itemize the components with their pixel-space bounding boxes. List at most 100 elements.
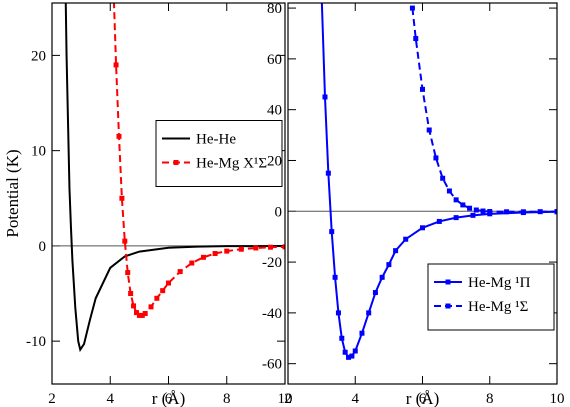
point <box>212 251 218 257</box>
y-tick-label: 20 <box>31 48 46 64</box>
point <box>366 310 372 316</box>
y-tick-label: -20 <box>262 255 282 271</box>
x-tick-label: 6 <box>165 391 173 407</box>
point <box>282 244 285 250</box>
legend-box <box>155 120 283 187</box>
point <box>420 86 425 92</box>
point <box>136 312 142 318</box>
legend-marker <box>173 160 179 165</box>
y-tick-label: 0 <box>275 204 283 220</box>
point <box>160 288 166 294</box>
point <box>133 310 139 316</box>
point <box>335 310 341 316</box>
y-tick-label: 40 <box>267 103 282 119</box>
point <box>148 304 154 310</box>
legend-marker <box>445 303 451 309</box>
point <box>393 248 399 254</box>
x-tick-label: 8 <box>223 391 231 407</box>
point <box>177 269 183 275</box>
point <box>352 348 358 354</box>
plot-frame <box>51 2 286 385</box>
point <box>453 215 459 221</box>
legend-marker <box>445 279 451 285</box>
point <box>238 246 244 252</box>
point <box>125 270 131 276</box>
plot <box>320 3 557 360</box>
point <box>224 248 230 254</box>
point <box>128 291 134 297</box>
point <box>480 208 486 214</box>
legend-label: He-Mg ¹Π <box>468 275 531 291</box>
point <box>446 188 452 194</box>
point <box>116 133 122 139</box>
point <box>329 229 335 235</box>
point <box>460 202 466 208</box>
point <box>349 353 355 359</box>
point <box>122 238 128 244</box>
legend-label: He-He <box>196 132 236 148</box>
point <box>322 94 328 100</box>
point <box>473 207 479 213</box>
x-tick-label: 10 <box>550 391 565 407</box>
y-tick-label: -40 <box>262 306 282 322</box>
point <box>325 170 331 176</box>
point <box>332 274 338 280</box>
y-tick-label: -60 <box>262 357 282 373</box>
legend-label: He-Mg X¹Σ <box>196 156 267 172</box>
point <box>504 209 510 215</box>
x-tick-label: 2 <box>284 391 292 407</box>
point <box>436 218 442 224</box>
point <box>166 280 171 286</box>
point <box>339 335 345 341</box>
y-tick-label: 80 <box>267 1 282 17</box>
x-tick-label: 8 <box>486 391 494 407</box>
point <box>403 236 409 242</box>
point <box>342 349 348 355</box>
y-tick-label: 60 <box>267 52 282 68</box>
legend-box <box>427 263 555 331</box>
point <box>131 303 137 309</box>
point <box>433 155 439 161</box>
point <box>154 295 160 301</box>
point <box>409 5 415 11</box>
y-axis-label: Potential (K) <box>3 149 22 237</box>
x-tick-label: 6 <box>419 391 427 407</box>
point <box>379 274 385 280</box>
point <box>386 262 392 268</box>
point <box>487 209 493 215</box>
point <box>554 209 557 215</box>
x-tick-label: 4 <box>107 391 115 407</box>
point <box>520 209 526 215</box>
series-line <box>64 3 285 353</box>
point <box>453 197 459 203</box>
y-tick-label: 20 <box>267 153 282 169</box>
x-tick-label: 2 <box>48 391 56 407</box>
point <box>200 254 206 260</box>
x-axis-label: r (Å) <box>406 389 440 407</box>
point <box>142 311 148 317</box>
y-tick-label: 0 <box>39 239 47 255</box>
point <box>267 244 273 250</box>
x-axis-label: r (Å) <box>152 389 186 407</box>
y-tick-label: -10 <box>26 334 46 350</box>
point <box>119 195 125 201</box>
plot <box>64 3 285 353</box>
y-tick-label: 10 <box>31 144 46 160</box>
point <box>420 225 425 231</box>
point <box>189 260 195 266</box>
point <box>139 312 145 318</box>
point <box>253 245 259 251</box>
plot-frame <box>287 2 558 385</box>
point <box>537 209 543 215</box>
point <box>413 36 419 42</box>
legend-label: He-Mg ¹Σ <box>468 299 528 315</box>
x-tick-label: 4 <box>352 391 360 407</box>
point <box>113 62 119 68</box>
point <box>470 212 476 218</box>
point <box>346 354 352 360</box>
x-tick-label: 10 <box>278 391 293 407</box>
point <box>440 175 446 181</box>
point <box>426 127 432 133</box>
series-line <box>411 7 557 213</box>
